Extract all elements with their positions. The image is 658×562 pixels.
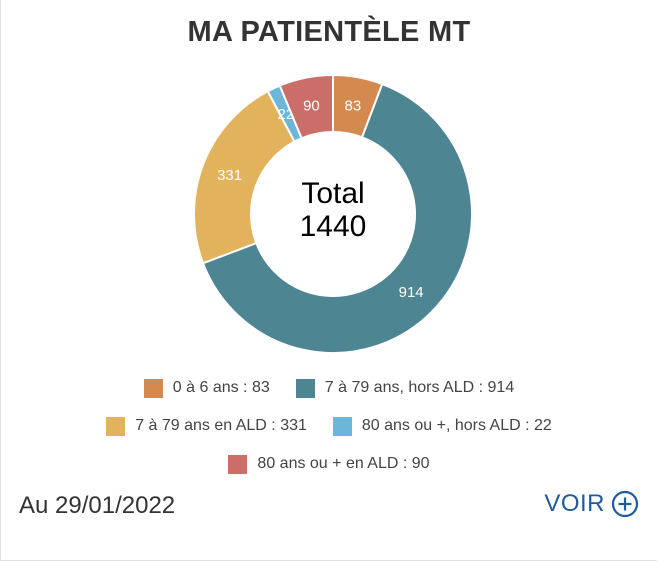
legend-swatch [228, 454, 248, 474]
donut-slice[interactable] [193, 89, 296, 265]
legend-label: 7 à 79 ans, hors ALD : 914 [324, 379, 515, 396]
total-label: Total [301, 177, 365, 210]
legend-row: 7 à 79 ans en ALD : 331 80 ans ou +, hor… [1, 407, 657, 445]
legend-swatch [143, 378, 163, 398]
voir-button[interactable]: VOIR [544, 490, 639, 518]
slice-value-label: 914 [399, 284, 424, 301]
total-value: 1440 [299, 210, 367, 243]
card-title: MA PATIENTÈLE MT [187, 16, 471, 48]
legend-item-7-79-hors-ald[interactable]: 7 à 79 ans, hors ALD : 914 [295, 378, 515, 398]
donut-slice[interactable] [201, 82, 473, 354]
legend-label: 7 à 79 ans en ALD : 331 [135, 417, 307, 434]
chart-legend: 0 à 6 ans : 83 7 à 79 ans, hors ALD : 91… [1, 369, 657, 483]
legend-label: 0 à 6 ans : 83 [172, 379, 270, 396]
legend-item-7-79-ald[interactable]: 7 à 79 ans en ALD : 331 [106, 416, 307, 436]
legend-item-80-ald[interactable]: 80 ans ou + en ALD : 90 [228, 454, 430, 474]
slice-value-label: 331 [217, 167, 242, 184]
legend-swatch [332, 416, 352, 436]
voir-label: VOIR [544, 490, 605, 517]
legend-swatch [106, 416, 126, 436]
chart-center-label: Total 1440 [183, 177, 483, 243]
legend-swatch [295, 378, 315, 398]
legend-row: 0 à 6 ans : 83 7 à 79 ans, hors ALD : 91… [1, 369, 657, 407]
legend-item-0-6[interactable]: 0 à 6 ans : 83 [143, 378, 270, 398]
plus-circle-icon [611, 490, 639, 518]
legend-label: 80 ans ou +, hors ALD : 22 [361, 417, 552, 434]
legend-label: 80 ans ou + en ALD : 90 [257, 455, 430, 472]
legend-item-80-hors-ald[interactable]: 80 ans ou +, hors ALD : 22 [332, 416, 552, 436]
date-label: Au 29/01/2022 [19, 492, 176, 519]
slice-value-label: 90 [303, 98, 320, 115]
legend-row: 80 ans ou + en ALD : 90 [1, 445, 657, 483]
slice-value-label: 83 [345, 97, 362, 114]
donut-slice[interactable] [278, 73, 334, 140]
